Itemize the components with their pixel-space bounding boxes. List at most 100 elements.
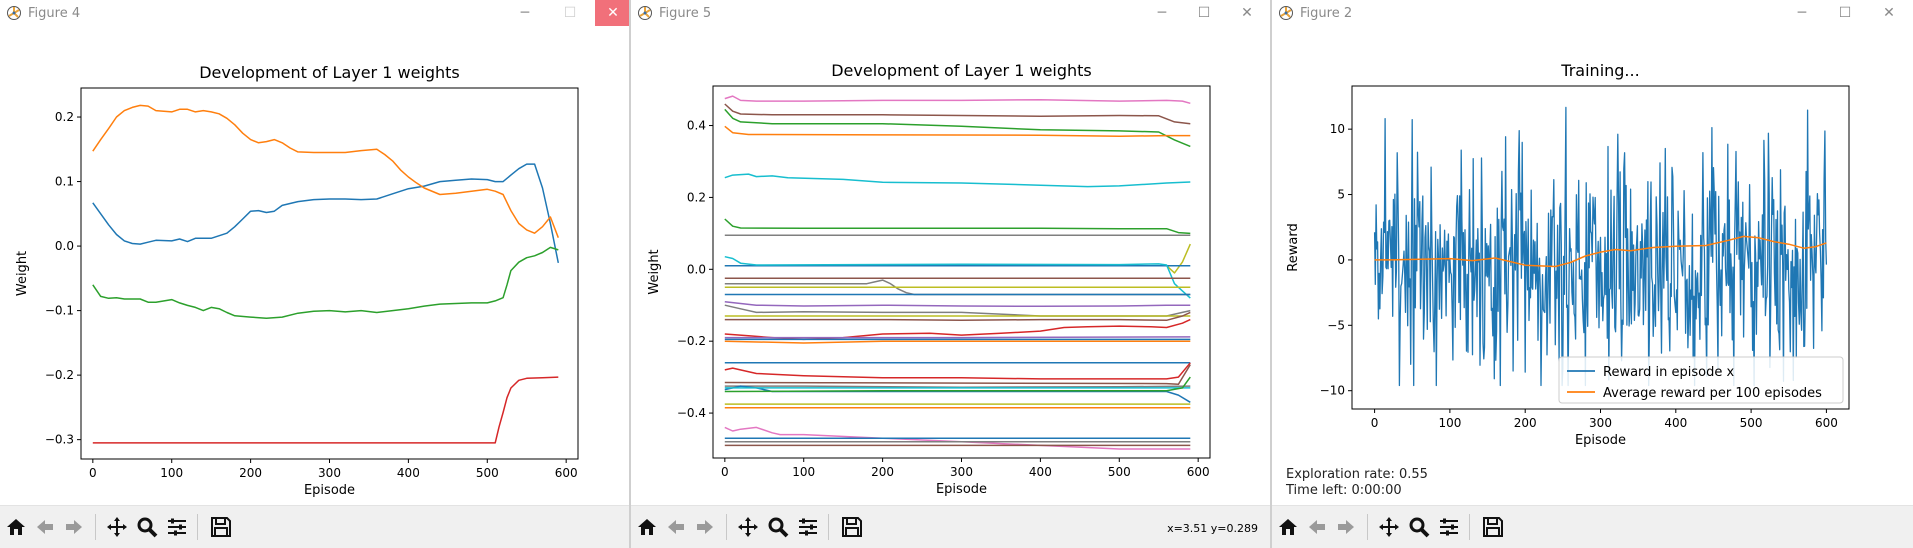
floppy-disk-icon <box>1483 517 1503 537</box>
back-button[interactable] <box>662 513 690 541</box>
close-button[interactable]: ✕ <box>1871 0 1907 26</box>
zoom-button[interactable] <box>764 513 792 541</box>
title-bar[interactable]: Figure 2 ─ ☐ ✕ <box>1272 0 1913 26</box>
toolbar-separator <box>95 514 96 540</box>
maximize-button[interactable]: ☐ <box>1827 0 1863 26</box>
weights-chart[interactable]: Development of Layer 1 weights 0 100 200 300… <box>631 26 1272 506</box>
pan-button[interactable] <box>1375 513 1403 541</box>
x-tick-label: 600 <box>1187 465 1210 479</box>
home-button[interactable] <box>2 513 30 541</box>
series-line-28 <box>724 376 1191 393</box>
series-line-21 <box>724 340 1191 344</box>
exploration-rate-text: Exploration rate: 0.55 <box>1286 467 1428 482</box>
series-line-0 <box>724 95 1191 105</box>
forward-button[interactable] <box>60 513 88 541</box>
matplotlib-logo-icon <box>7 6 21 20</box>
save-button[interactable] <box>838 513 866 541</box>
y-tick-label: −0.2 <box>677 334 706 348</box>
toolbar-separator <box>726 514 727 540</box>
minimize-icon: ─ <box>1797 5 1807 21</box>
floppy-disk-icon <box>842 517 862 537</box>
series-line-9 <box>724 255 1191 299</box>
title-bar[interactable]: Figure 5 ─ ☐ ✕ <box>631 0 1270 26</box>
zoom-button[interactable] <box>133 513 161 541</box>
y-tick-label: 0.2 <box>687 190 706 204</box>
y-axis-label: Weight <box>15 251 30 296</box>
pan-button[interactable] <box>734 513 762 541</box>
x-tick-label: 600 <box>1815 416 1838 430</box>
navigation-toolbar <box>1272 505 1913 548</box>
navigation-toolbar: x=3.51 y=0.289 <box>631 505 1270 548</box>
home-button[interactable] <box>633 513 661 541</box>
toolbar-separator <box>1367 514 1368 540</box>
configure-subplots-button[interactable] <box>1435 513 1463 541</box>
close-button[interactable]: ✕ <box>595 0 629 26</box>
pan-button[interactable] <box>103 513 131 541</box>
minimize-button[interactable]: ─ <box>507 0 543 26</box>
plot-lines <box>92 104 560 444</box>
plot-lines <box>724 95 1191 450</box>
zoom-magnifier-icon <box>768 517 789 538</box>
series-line-24 <box>724 364 1191 386</box>
maximize-button[interactable]: ☐ <box>1186 0 1222 26</box>
series-line-19 <box>724 336 1191 339</box>
series-line-7 <box>724 243 1191 274</box>
minimize-button[interactable]: ─ <box>1784 0 1820 26</box>
back-arrow-icon <box>1309 520 1325 534</box>
plot-frame <box>80 87 579 460</box>
maximize-button[interactable]: ☐ <box>552 0 588 26</box>
legend: Reward in episode x Average reward per 10… <box>1558 356 1844 404</box>
x-tick-label: 100 <box>792 465 815 479</box>
floppy-disk-icon <box>211 517 231 537</box>
toolbar-separator <box>197 514 198 540</box>
series-line-0 <box>1373 106 1828 387</box>
sliders-icon <box>1440 518 1458 536</box>
weights-chart[interactable]: Development of Layer 1 weights 0 100 200 300… <box>0 26 631 506</box>
window-title: Figure 4 <box>28 6 81 21</box>
minimize-button[interactable]: ─ <box>1144 0 1180 26</box>
figure-5-window: Figure 5 ─ ☐ ✕ Development of Layer 1 we… <box>631 0 1272 548</box>
configure-subplots-button[interactable] <box>163 513 191 541</box>
series-line-4 <box>724 173 1191 188</box>
training-reward-chart[interactable]: Training... 0 100 200 300 400 500 600 −10 −5 0 5 10 E… <box>1272 26 1913 466</box>
series-line-3 <box>92 376 559 444</box>
save-button[interactable] <box>1479 513 1507 541</box>
zoom-button[interactable] <box>1405 513 1433 541</box>
forward-button[interactable] <box>1332 513 1360 541</box>
x-tick-label: 300 <box>1589 416 1612 430</box>
x-tick-label: 400 <box>397 466 420 480</box>
x-tick-label: 500 <box>1740 416 1763 430</box>
forward-button[interactable] <box>691 513 719 541</box>
x-tick-label: 200 <box>871 465 894 479</box>
home-button[interactable] <box>1274 513 1302 541</box>
y-tick-label: 0.4 <box>687 119 706 133</box>
x-tick-label: 0 <box>721 465 729 479</box>
y-tick-label: −0.3 <box>45 433 74 447</box>
plot-lines <box>1373 106 1828 387</box>
save-button[interactable] <box>207 513 235 541</box>
plot-frame <box>712 85 1211 459</box>
x-tick-label: 100 <box>1438 416 1461 430</box>
y-tick-label: −10 <box>1320 384 1345 398</box>
x-tick-label: 300 <box>318 466 341 480</box>
close-button[interactable]: ✕ <box>1229 0 1265 26</box>
configure-subplots-button[interactable] <box>794 513 822 541</box>
back-button[interactable] <box>31 513 59 541</box>
series-line-5 <box>724 218 1191 235</box>
sliders-icon <box>168 518 186 536</box>
maximize-icon: ☐ <box>1838 5 1852 21</box>
x-tick-label: 400 <box>1664 416 1687 430</box>
x-axis-label: Episode <box>304 483 355 498</box>
title-bar[interactable]: Figure 4 ─ ☐ ✕ <box>0 0 629 26</box>
x-axis-label: Episode <box>936 482 987 497</box>
matplotlib-logo-icon <box>1279 6 1293 20</box>
x-tick-label: 0 <box>1371 416 1379 430</box>
y-tick-label: 5 <box>1337 188 1345 202</box>
toolbar-separator <box>1469 514 1470 540</box>
series-line-1 <box>1374 235 1827 268</box>
x-tick-label: 100 <box>160 466 183 480</box>
series-line-2 <box>724 108 1191 148</box>
y-tick-label: 0.0 <box>687 262 706 276</box>
legend-entry: Average reward per 100 episodes <box>1603 386 1822 401</box>
back-button[interactable] <box>1303 513 1331 541</box>
